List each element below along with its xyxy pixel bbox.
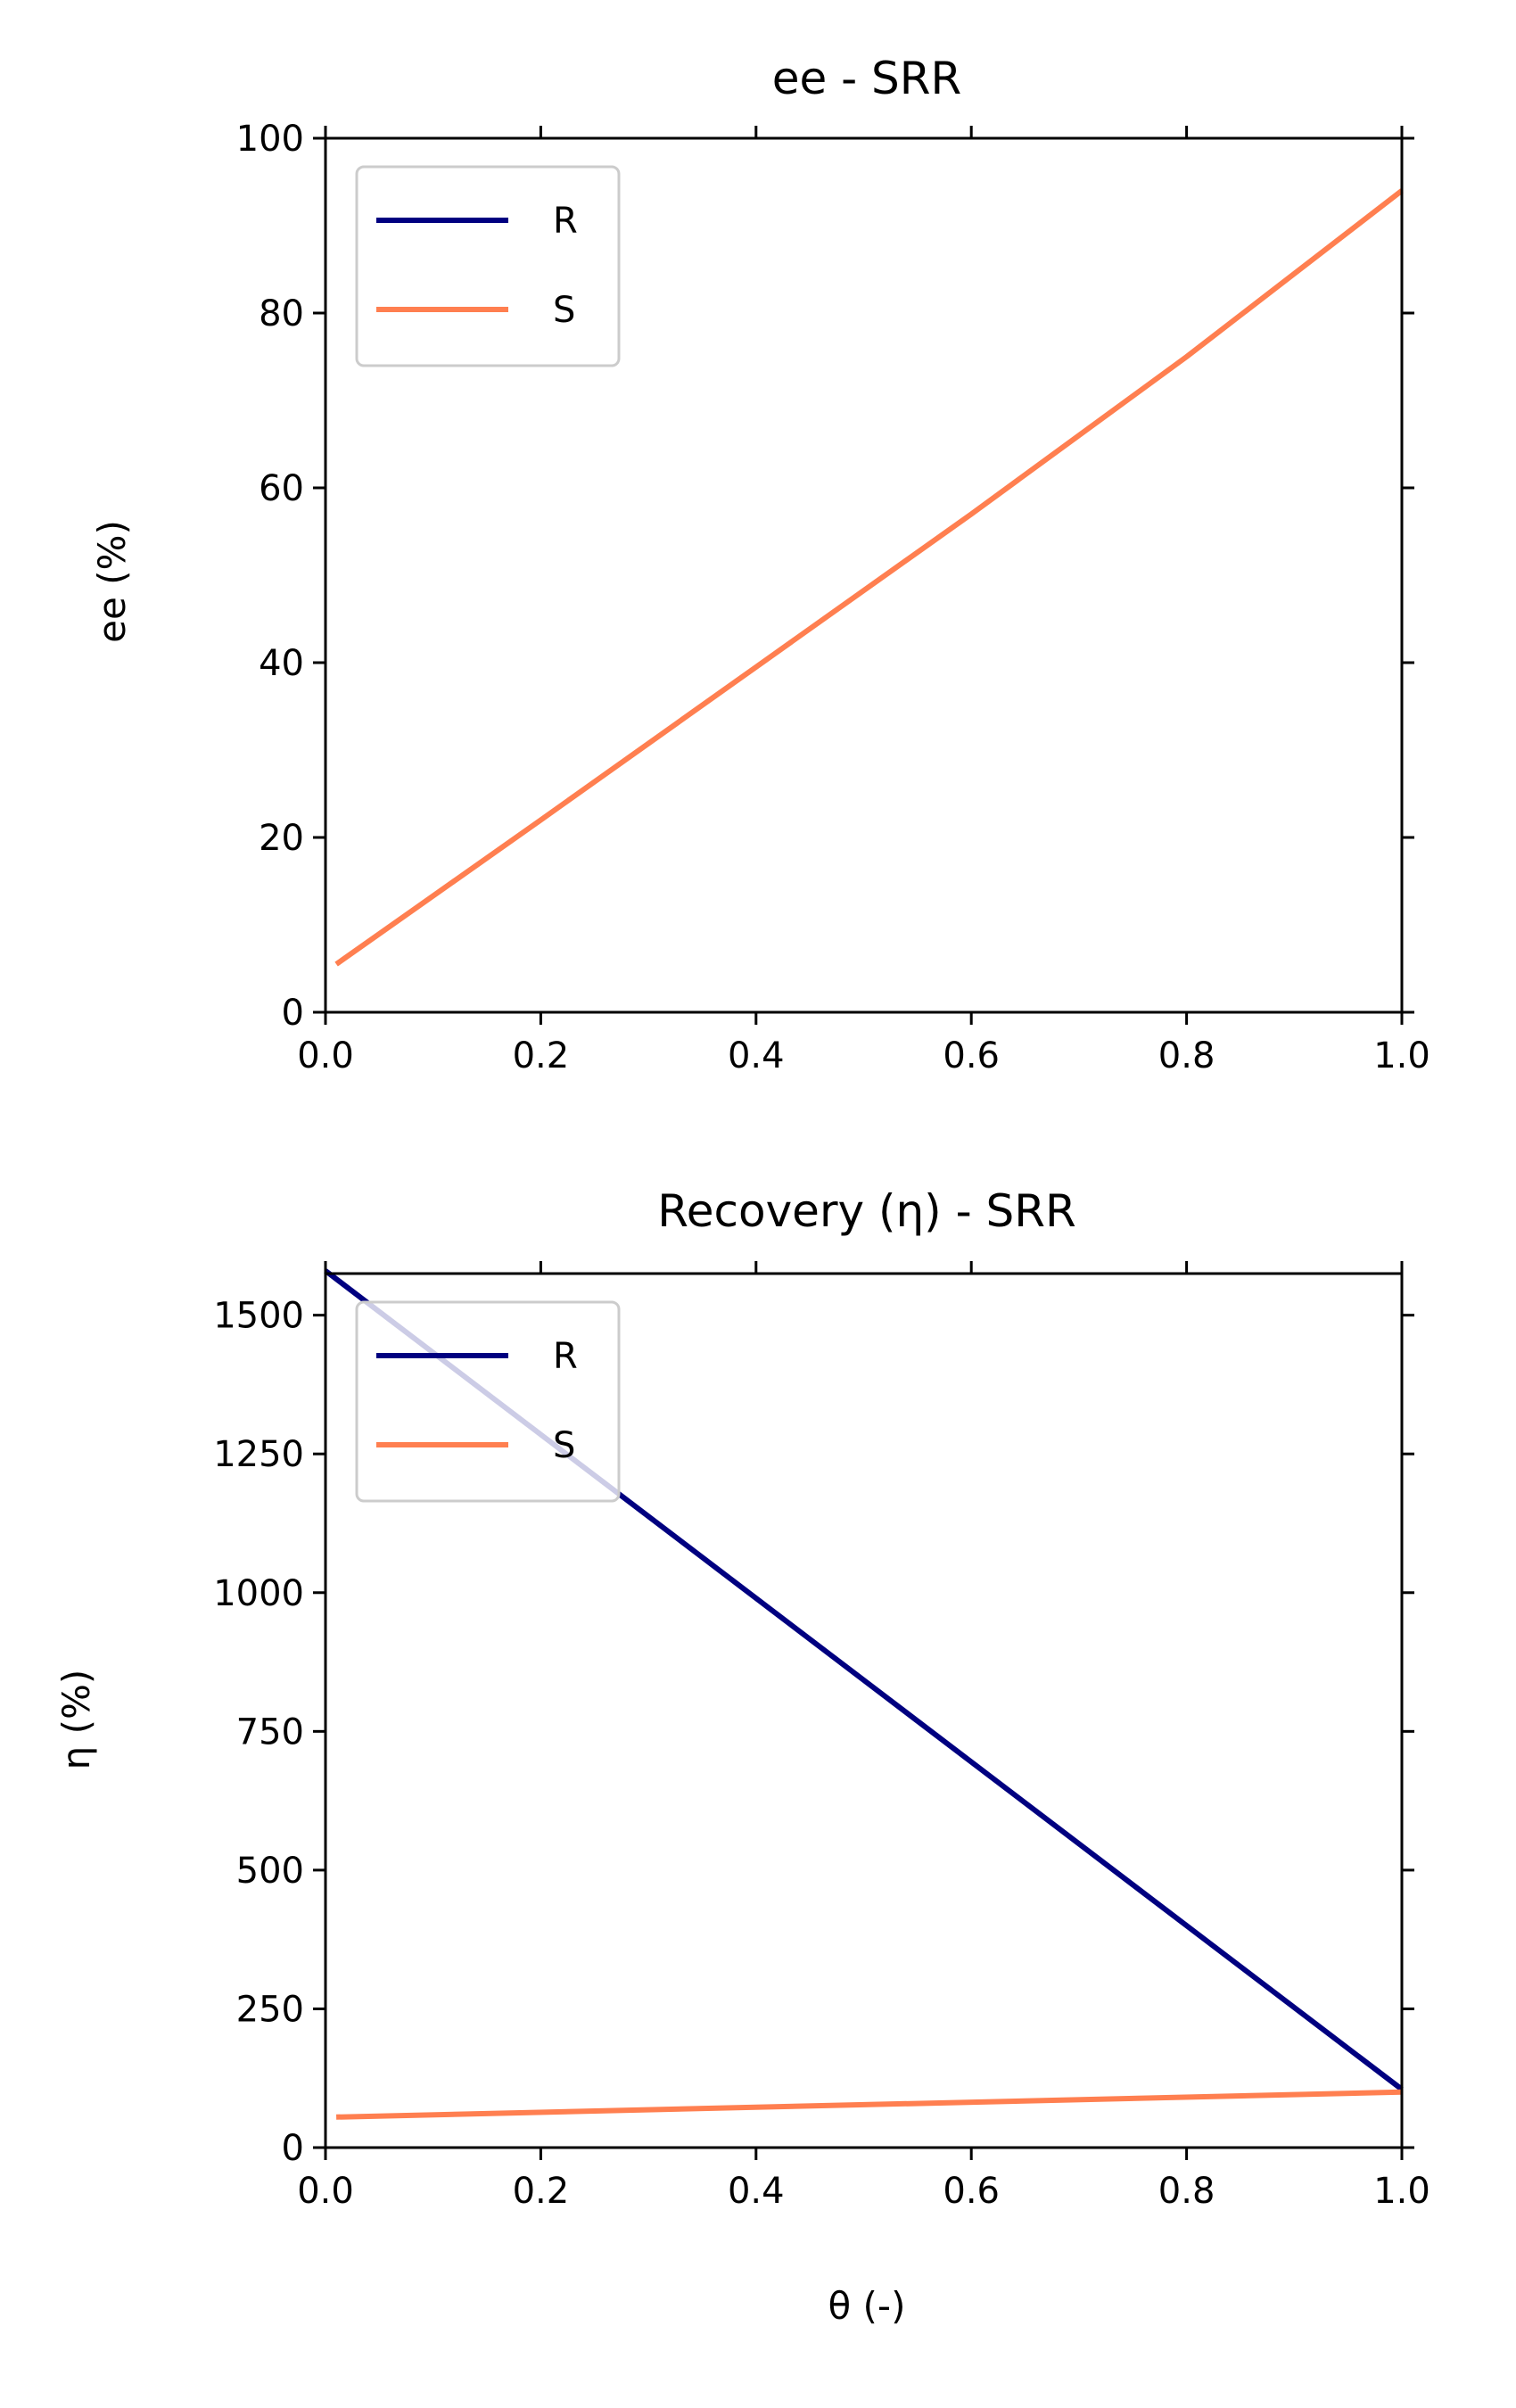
- chart-title: ee - SRR: [772, 53, 962, 104]
- x-tick-label: 0.4: [728, 2171, 785, 2212]
- y-tick-label: 250: [236, 1989, 304, 2030]
- x-tick-label: 0.6: [943, 1035, 1000, 1076]
- y-axis-label: η (%): [54, 1670, 98, 1770]
- x-tick-label: 0.2: [513, 2171, 570, 2212]
- y-tick-label: 750: [236, 1711, 304, 1752]
- legend: R S: [355, 165, 621, 367]
- y-tick-label: 20: [259, 818, 304, 859]
- legend-label-s: S: [553, 290, 575, 331]
- x-tick-label: 0.8: [1158, 1035, 1215, 1076]
- y-tick-label: 1250: [213, 1434, 304, 1475]
- chart-title: Recovery (η) - SRR: [657, 1185, 1075, 1237]
- series-line-s: [334, 188, 1404, 967]
- series-line-s: [336, 2089, 1403, 2120]
- y-tick-label: 60: [259, 468, 304, 509]
- x-tick-label: 0.2: [513, 1035, 570, 1076]
- axes-frame: [324, 136, 1404, 1014]
- axis-ticks: 0.0 0.2 0.4 0.6 0.8 1.0 0 250 500 750 1000 1250 1500: [213, 1261, 1430, 2212]
- recovery-subplot: Recovery (η) - SRR η (%) θ (-) 0.0 0.2 0.4…: [54, 1185, 1430, 2328]
- axes-frame: [324, 1272, 1404, 2149]
- legend-label-s: S: [553, 1425, 575, 1466]
- legend-label-r: R: [553, 201, 578, 242]
- y-tick-label: 80: [259, 293, 304, 334]
- y-tick-label: 1500: [213, 1296, 304, 1337]
- y-tick-label: 100: [236, 119, 304, 160]
- legend-box: [355, 165, 621, 367]
- plot-area: [334, 188, 1404, 967]
- y-tick-label: 40: [259, 643, 304, 684]
- axis-ticks: 0.0 0.2 0.4 0.6 0.8 1.0 0 20 40 60 80 100: [236, 119, 1430, 1076]
- x-axis-label: θ (-): [828, 2284, 906, 2328]
- y-tick-label: 0: [282, 2128, 304, 2169]
- x-tick-label: 0.4: [728, 1035, 785, 1076]
- y-tick-label: 1000: [213, 1573, 304, 1614]
- x-tick-label: 0.0: [297, 1035, 354, 1076]
- legend-label-r: R: [553, 1336, 578, 1377]
- x-tick-label: 0.6: [943, 2171, 1000, 2212]
- legend: R S: [355, 1300, 621, 1503]
- x-tick-label: 0.8: [1158, 2171, 1215, 2212]
- y-tick-label: 0: [282, 993, 304, 1034]
- y-tick-label: 500: [236, 1851, 304, 1892]
- x-tick-label: 1.0: [1373, 2171, 1430, 2212]
- x-tick-label: 1.0: [1373, 1035, 1430, 1076]
- legend-box: [355, 1300, 621, 1503]
- ee-subplot: ee - SRR ee (%) 0.0 0.2 0.4 0.6 0.8 1.0 0 20 40 6…: [90, 53, 1430, 1076]
- y-axis-label: ee (%): [90, 520, 134, 643]
- x-tick-label: 0.0: [297, 2171, 354, 2212]
